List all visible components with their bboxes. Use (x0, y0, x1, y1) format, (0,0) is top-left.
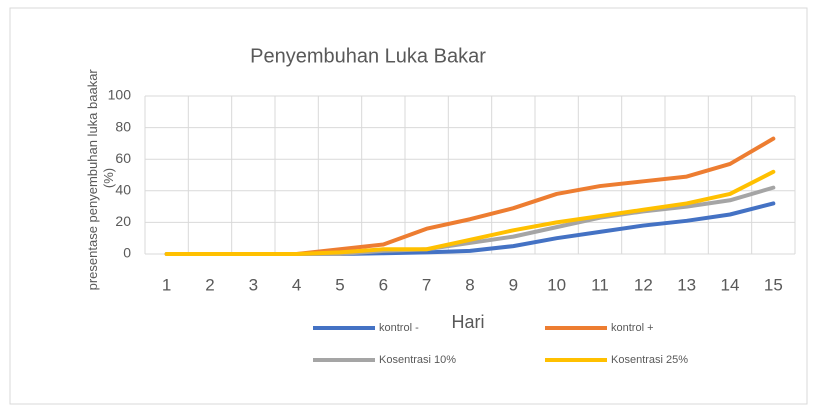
y-tick-label: 20 (115, 213, 131, 229)
y-tick-label: 0 (123, 245, 131, 261)
legend-label: kontrol - (379, 322, 419, 334)
x-tick-label: 10 (547, 275, 566, 294)
x-tick-label: 15 (764, 275, 783, 294)
y-axis-label-line: presentase penyembuhan luka baakar (85, 69, 100, 291)
x-tick-label: 11 (591, 275, 609, 294)
x-tick-label: 2 (205, 275, 214, 294)
chart-title: Penyembuhan Luka Bakar (250, 45, 486, 67)
x-tick-label: 9 (509, 275, 518, 294)
y-axis-label: presentase penyembuhan luka baakar (%) (85, 66, 116, 291)
x-tick-label: 7 (422, 275, 431, 294)
x-tick-label: 6 (379, 275, 388, 294)
legend-label: Kosentrasi 25% (611, 354, 688, 366)
x-tick-label: 1 (162, 275, 171, 294)
y-tick-label: 60 (115, 150, 131, 166)
y-tick-label: 40 (115, 182, 131, 198)
y-tick-label: 100 (108, 87, 132, 103)
data-line (164, 169, 776, 256)
x-axis-label: Hari (451, 312, 484, 332)
x-tick-label: 4 (292, 275, 301, 294)
y-axis-label-line: (%) (101, 168, 116, 188)
x-tick-label: 8 (465, 275, 474, 294)
x-tick-label: 3 (249, 275, 258, 294)
x-tick-label: 14 (721, 275, 740, 294)
y-tick-label: 80 (115, 118, 131, 134)
legend-label: kontrol + (611, 322, 654, 334)
x-tick-label: 12 (634, 275, 653, 294)
legend-label: Kosentrasi 10% (379, 354, 456, 366)
x-tick-label: 5 (335, 275, 344, 294)
x-tick-label: 13 (677, 275, 696, 294)
